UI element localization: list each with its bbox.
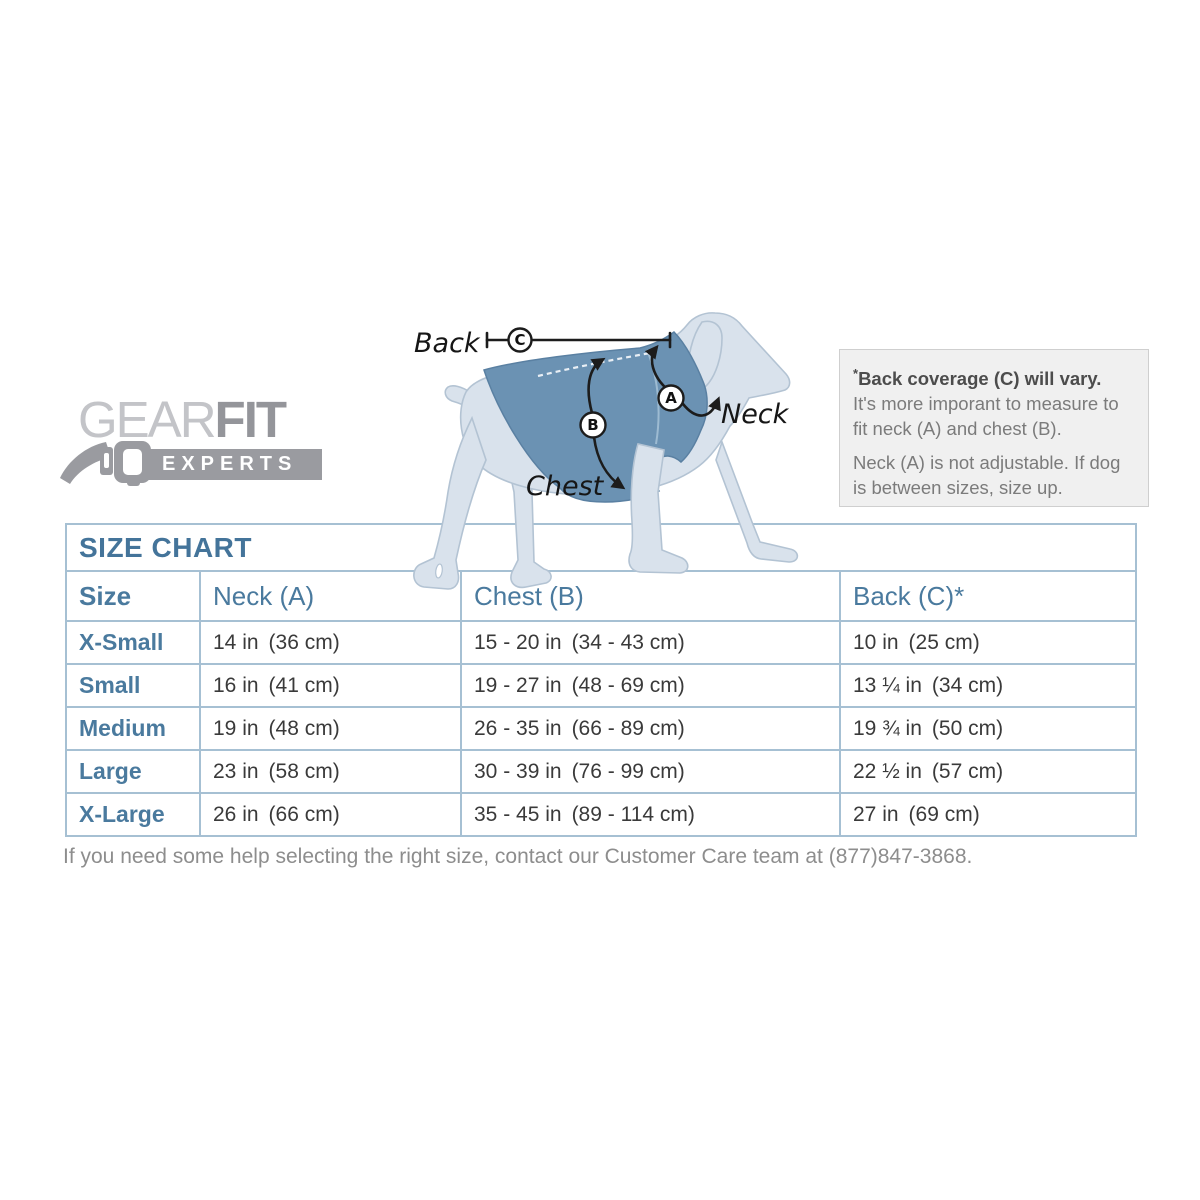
header-back: Back (C)* — [839, 570, 1135, 620]
customer-care-note: If you need some help selecting the righ… — [63, 845, 973, 868]
marker-b: B — [579, 411, 607, 439]
note-title: *Back coverage (C) will vary. — [853, 366, 1102, 390]
row-xlarge-chest: 35 - 45 in (89 - 114 cm) — [460, 792, 839, 835]
row-medium-label: Medium — [67, 706, 199, 749]
neck-label: Neck — [721, 399, 790, 430]
marker-a: A — [657, 384, 685, 412]
chest-pointer-arrow — [592, 435, 626, 490]
note-asterisk: * — [853, 366, 859, 381]
dog-near-front-leg — [628, 443, 689, 574]
back-label: Back — [414, 328, 481, 359]
dog-far-front-leg — [715, 439, 799, 563]
row-xsmall-chest: 15 - 20 in (34 - 43 cm) — [460, 620, 839, 663]
logo-experts-badge: EXPERTS — [148, 449, 322, 480]
row-small-chest: 19 - 27 in (48 - 69 cm) — [460, 663, 839, 706]
note-box: *Back coverage (C) will vary. It's more … — [839, 349, 1149, 507]
row-small-neck: 16 in (41 cm) — [199, 663, 460, 706]
row-xsmall-label: X-Small — [67, 620, 199, 663]
row-large-neck: 23 in (58 cm) — [199, 749, 460, 792]
marker-c: C — [507, 327, 533, 353]
collar-buckle-icon — [60, 441, 151, 486]
row-medium-back: 19 ¾ in (50 cm) — [839, 706, 1135, 749]
row-xsmall-neck: 14 in (36 cm) — [199, 620, 460, 663]
row-xlarge-neck: 26 in (66 cm) — [199, 792, 460, 835]
chest-label: Chest — [526, 471, 605, 502]
dog-near-hind-leg — [413, 415, 487, 590]
svg-text:C: C — [514, 331, 525, 349]
header-size: Size — [67, 570, 199, 620]
row-xsmall-back: 10 in (25 cm) — [839, 620, 1135, 663]
dog-measurement-diagram: C A B Back Neck Chest — [413, 312, 799, 590]
svg-text:B: B — [587, 416, 598, 434]
size-chart-table: SIZE CHART Size Neck (A) Chest (B) Back … — [65, 523, 1137, 837]
row-xlarge-label: X-Large — [67, 792, 199, 835]
chest-loop-arrow — [587, 357, 606, 415]
row-large-label: Large — [67, 749, 199, 792]
dog-paw-marking — [435, 563, 443, 579]
svg-text:A: A — [665, 389, 677, 407]
logo-fit-text: FIT — [214, 391, 287, 448]
row-small-label: Small — [67, 663, 199, 706]
row-small-back: 13 ¼ in (34 cm) — [839, 663, 1135, 706]
row-xlarge-back: 27 in (69 cm) — [839, 792, 1135, 835]
logo-gear-text: GEAR — [78, 391, 217, 448]
gearfit-logo: GEARFIT EXPERTS — [60, 394, 340, 489]
row-large-back: 22 ½ in (57 cm) — [839, 749, 1135, 792]
note-body-1: It's more imporant to measure to fit nec… — [853, 393, 1119, 440]
header-neck: Neck (A) — [199, 570, 460, 620]
row-large-chest: 30 - 39 in (76 - 99 cm) — [460, 749, 839, 792]
logo-wordmark: GEARFIT — [78, 391, 287, 448]
size-chart-title: SIZE CHART — [79, 531, 252, 563]
note-body-2: Neck (A) is not adjustable. If dog is be… — [853, 452, 1121, 499]
neck-pointer-arrow — [681, 396, 721, 417]
row-medium-chest: 26 - 35 in (66 - 89 cm) — [460, 706, 839, 749]
row-medium-neck: 19 in (48 cm) — [199, 706, 460, 749]
